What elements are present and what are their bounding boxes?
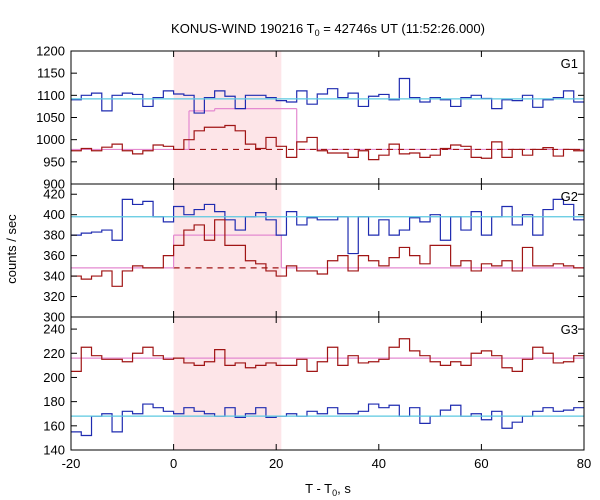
- panel-label: G1: [561, 56, 578, 71]
- x-axis-title-main: T - T: [305, 481, 332, 496]
- y-tick-label: 360: [43, 248, 65, 263]
- highlight-interval: [173, 51, 282, 450]
- chart-title: KONUS-WIND 190216 T0 = 42746s UT (11:52:…: [171, 21, 485, 38]
- series-high-g2: [71, 198, 584, 255]
- y-tick-label: 1100: [37, 88, 65, 103]
- y-tick-label: 380: [43, 228, 65, 243]
- series-layer: [71, 77, 584, 437]
- y-tick-label: 1150: [37, 66, 65, 81]
- panel-label: G3: [561, 322, 578, 337]
- panel-frame: [70, 50, 585, 185]
- panel-g3: [71, 338, 584, 437]
- panel-g1: [71, 77, 584, 161]
- y-tick-label: 420: [43, 187, 65, 202]
- series-low-g2: [71, 219, 584, 287]
- x-tick-label: -20: [62, 456, 81, 471]
- frame-layer: [70, 50, 585, 451]
- x-axis-title: T - T0, s: [305, 481, 351, 498]
- panel-plot-area: [71, 77, 584, 161]
- y-tick-label: 320: [43, 289, 65, 304]
- x-tick-label: 20: [269, 456, 283, 471]
- x-axis-title-subscript: 0: [332, 488, 337, 498]
- panel-plot-area: [71, 198, 584, 287]
- chart-title-main: KONUS-WIND 190216 T: [171, 21, 315, 36]
- x-tick-label: 80: [577, 456, 591, 471]
- series-low-g3: [71, 338, 584, 373]
- x-tick-label: 40: [372, 456, 386, 471]
- y-tick-label: 340: [43, 269, 65, 284]
- panel-frame: [70, 316, 585, 451]
- y-tick-label: 180: [43, 394, 65, 409]
- x-tick-label: 60: [474, 456, 488, 471]
- x-axis-title-rest: , s: [337, 481, 351, 496]
- y-tick-label: 160: [43, 418, 65, 433]
- y-tick-label: 900: [43, 177, 65, 192]
- panel-frame: [70, 183, 585, 318]
- y-tick-label: 240: [43, 322, 65, 337]
- series-high-g1: [71, 77, 584, 114]
- y-tick-label: 140: [43, 443, 65, 458]
- y-tick-label: 220: [43, 346, 65, 361]
- x-tick-label: 0: [170, 456, 177, 471]
- chart-title-rest: = 42746s UT (11:52:26.000): [320, 21, 485, 36]
- panel-g2: [71, 198, 584, 287]
- text-layer: KONUS-WIND 190216 T0 = 42746s UT (11:52:…: [4, 21, 591, 498]
- y-tick-label: 1200: [36, 44, 65, 59]
- panel-plot-area: [71, 338, 584, 437]
- panel-label: G2: [561, 189, 578, 204]
- highlight-layer: [173, 51, 282, 450]
- series-low-g1: [71, 124, 584, 161]
- series-high-g3: [71, 403, 584, 437]
- chart-title-subscript: 0: [315, 28, 320, 38]
- y-tick-label: 400: [43, 207, 65, 222]
- y-axis-title: counts / sec: [4, 214, 19, 284]
- y-tick-label: 1050: [36, 110, 65, 125]
- y-tick-label: 300: [43, 310, 65, 325]
- y-tick-label: 950: [43, 154, 65, 169]
- y-tick-label: 1000: [36, 132, 65, 147]
- y-tick-label: 200: [43, 370, 65, 385]
